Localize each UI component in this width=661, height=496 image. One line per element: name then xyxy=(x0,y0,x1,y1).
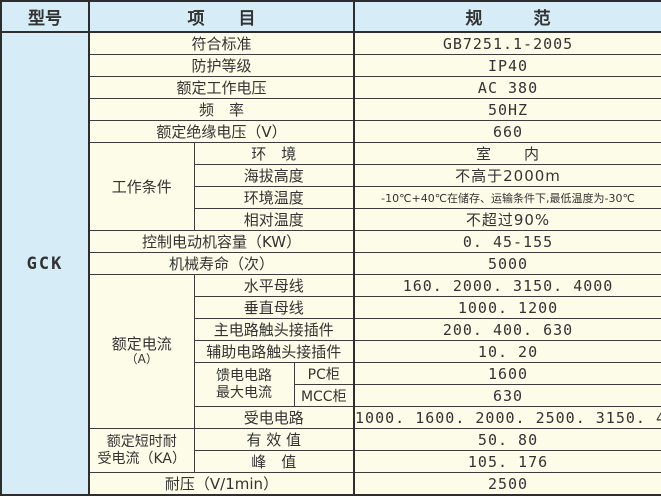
peak-value: 105. 176 xyxy=(353,450,661,473)
incoming-circuit-value: 1000. 1600. 2000. 2500. 3150. 4000 xyxy=(353,406,661,429)
peak-label: 峰 值 xyxy=(193,450,356,473)
rms-label: 有 效 值 xyxy=(193,428,356,451)
short-time-current-group-label-line2: 受电流（KA） xyxy=(97,450,186,467)
incoming-circuit-label: 受电电路 xyxy=(193,406,356,429)
row-frequency: 频 率 50HZ xyxy=(1,98,661,121)
vertical-busbar-label: 垂直母线 xyxy=(193,296,356,319)
aux-circuit-plug-label: 辅助电路触头接插件 xyxy=(193,340,356,363)
row-standard: GCK 符合标准 GB7251.1-2005 xyxy=(0,31,661,496)
header-item: 项 目 xyxy=(88,0,356,33)
row-feeder-pc: 馈电电路 最大电流 PC柜 1600 xyxy=(1,362,661,407)
row-relative-temp: 相对温度 不超过90% xyxy=(1,208,661,231)
table-header-row: 型号 项 目 规 范 xyxy=(0,0,661,33)
row-incoming-circuit: 受电电路 1000. 1600. 2000. 2500. 3150. 4000 xyxy=(1,406,661,429)
horizontal-busbar-value: 160. 2000. 3150. 4000 xyxy=(353,274,661,297)
row-ambient-temp: 环境温度 -10℃+40℃在储存、运输条件下,最低温度为-30℃ xyxy=(1,186,661,209)
standard-value: GB7251.1-2005 xyxy=(353,31,661,55)
horizontal-busbar-label: 水平母线 xyxy=(193,274,356,297)
insulation-voltage-label: 额定绝缘电压（V） xyxy=(88,120,356,143)
short-time-current-group-label: 额定短时耐 受电流（KA） xyxy=(88,428,195,473)
withstand-voltage-value: 2500 xyxy=(353,472,661,496)
short-time-current-group-label-line1: 额定短时耐 xyxy=(106,434,177,451)
row-working-voltage: 额定工作电压 AC 380 xyxy=(1,76,661,99)
rated-current-group-label: 额定电流 （A） xyxy=(88,274,195,429)
altitude-label: 海拔高度 xyxy=(193,164,356,187)
header-model: 型号 xyxy=(0,0,90,33)
main-circuit-plug-value: 200. 400. 630 xyxy=(353,318,661,341)
rated-current-group-label-line1: 额定电流 xyxy=(111,334,172,353)
row-aux-circuit-plug: 辅助电路触头接插件 10. 20 xyxy=(1,340,661,363)
row-motor-capacity: 控制电动机容量（KW） 0. 45-155 xyxy=(1,230,661,253)
motor-capacity-value: 0. 45-155 xyxy=(353,230,661,253)
row-short-time-rms: 额定短时耐 受电流（KA） 有 效 值 50. 80 xyxy=(1,428,661,473)
model-value-cell: GCK xyxy=(0,31,90,496)
row-mechanical-life: 机械寿命（次） 5000 xyxy=(1,252,661,275)
protection-value: IP40 xyxy=(353,54,661,77)
feeder-pc-value: 1600 xyxy=(353,362,661,385)
feeder-pc-label: PC柜 xyxy=(293,362,356,385)
frequency-label: 频 率 xyxy=(88,98,356,121)
altitude-value: 不高于2000m xyxy=(353,164,661,187)
row-protection: 防护等级 IP40 xyxy=(1,54,661,77)
row-short-time-peak: 峰 值 105. 176 xyxy=(1,450,661,473)
relative-temp-label: 相对温度 xyxy=(193,208,356,231)
row-feeder-mcc: MCC柜 630 xyxy=(1,384,661,407)
row-environment: 工作条件 环 境 室 内 xyxy=(1,142,661,231)
working-conditions-group-label: 工作条件 xyxy=(88,142,195,231)
header-spec: 规 范 xyxy=(353,0,661,33)
ambient-temp-label: 环境温度 xyxy=(193,186,356,209)
feeder-mcc-value: 630 xyxy=(353,384,661,407)
protection-label: 防护等级 xyxy=(88,54,356,77)
standard-label: 符合标准 xyxy=(88,31,356,55)
row-insulation-voltage: 额定绝缘电压（V） 660 xyxy=(1,120,661,143)
environment-value: 室 内 xyxy=(353,142,661,165)
relative-temp-value: 不超过90% xyxy=(353,208,661,231)
working-voltage-value: AC 380 xyxy=(353,76,661,99)
feeder-max-label-line1: 馈电电路 xyxy=(216,368,272,385)
aux-circuit-plug-value: 10. 20 xyxy=(353,340,661,363)
frequency-value: 50HZ xyxy=(353,98,661,121)
environment-label: 环 境 xyxy=(193,142,356,165)
feeder-max-label: 馈电电路 最大电流 xyxy=(193,362,295,407)
main-circuit-plug-label: 主电路触头接插件 xyxy=(193,318,356,341)
insulation-voltage-value: 660 xyxy=(353,120,661,143)
row-vertical-busbar: 垂直母线 1000. 1200 xyxy=(1,296,661,319)
feeder-max-label-line2: 最大电流 xyxy=(216,384,272,401)
row-horizontal-busbar: 额定电流 （A） 水平母线 160. 2000. 3150. 4000 xyxy=(1,274,661,429)
row-withstand-voltage: 耐压（V/1min） 2500 xyxy=(1,472,661,496)
mechanical-life-label: 机械寿命（次） xyxy=(88,252,356,275)
withstand-voltage-label: 耐压（V/1min） xyxy=(88,472,356,496)
vertical-busbar-value: 1000. 1200 xyxy=(353,296,661,319)
working-voltage-label: 额定工作电压 xyxy=(88,76,356,99)
mechanical-life-value: 5000 xyxy=(353,252,661,275)
rated-current-group-label-line2: （A） xyxy=(125,352,158,367)
ambient-temp-value: -10℃+40℃在储存、运输条件下,最低温度为-30℃ xyxy=(353,186,661,209)
rms-value: 50. 80 xyxy=(353,428,661,451)
motor-capacity-label: 控制电动机容量（KW） xyxy=(88,230,356,253)
feeder-mcc-label: MCC柜 xyxy=(293,384,356,407)
